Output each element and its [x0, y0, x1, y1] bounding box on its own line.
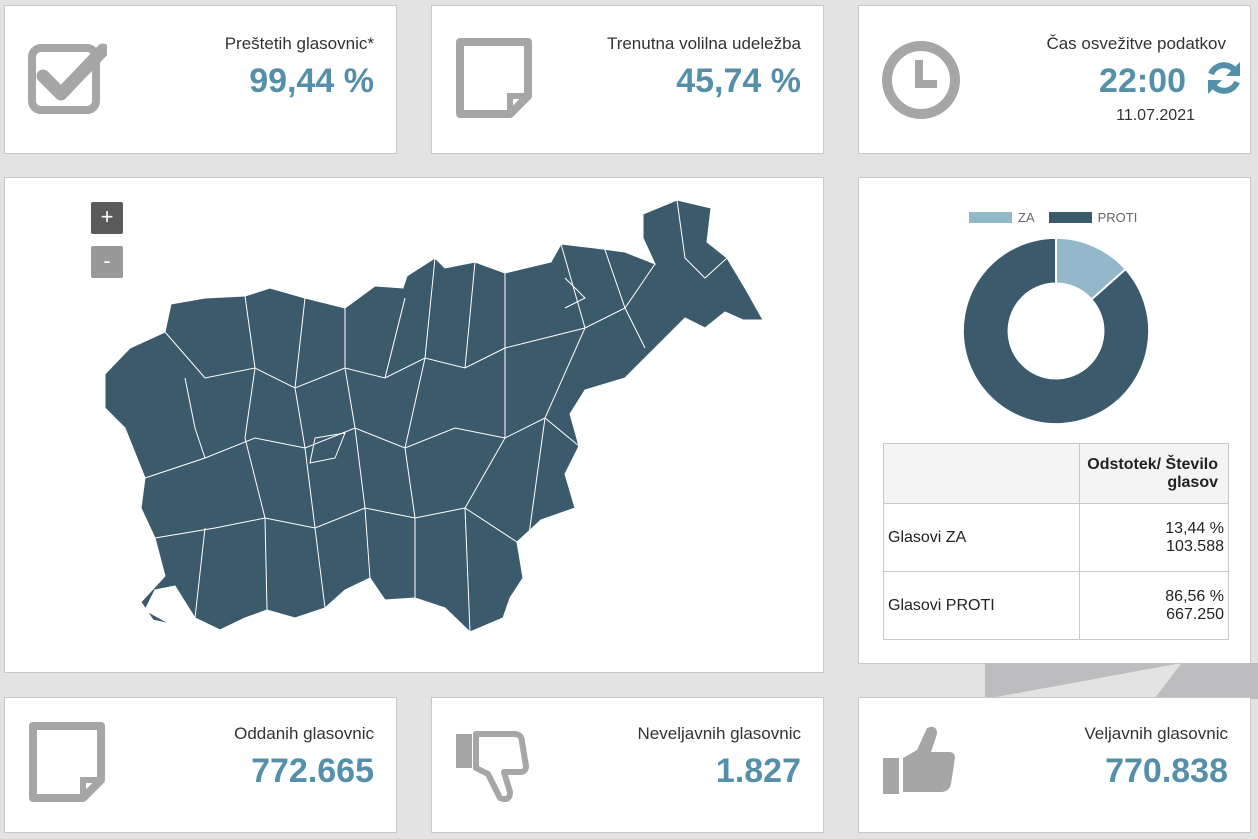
table-row: Glasovi ZA 13,44 % 103.588 [883, 503, 1229, 572]
card-refresh-time: Čas osvežitve podatkov 22:00 11.07.2021 [858, 5, 1251, 154]
municipality-borders [144, 199, 728, 633]
slovenia-municipalities-map[interactable] [5, 178, 825, 674]
legend-swatch-za [969, 212, 1012, 223]
zoom-in-button[interactable]: + [91, 202, 123, 234]
refresh-time: 22:00 [1099, 62, 1186, 100]
legend-label: PROTI [1097, 210, 1138, 225]
card-cast-ballots: Oddanih glasovnic 772.665 [4, 697, 397, 833]
refresh-date: 11.07.2021 [1116, 107, 1195, 124]
card-label: Preštetih glasovnic* [224, 34, 374, 53]
table-header-empty [883, 443, 1080, 504]
results-panel: ZA PROTI Odstotek/ Število glasov Glasov… [858, 177, 1251, 664]
card-counted-ballots: Preštetih glasovnic* 99,44 % [4, 5, 397, 154]
row-label: Glasovi PROTI [883, 571, 1080, 640]
legend-swatch-proti [1048, 212, 1092, 223]
background-decoration [985, 663, 1258, 699]
thumbs-down-icon [456, 731, 529, 802]
card-label: Veljavnih glasovnic [1084, 724, 1228, 743]
document-icon [29, 722, 105, 802]
card-valid-ballots: Veljavnih glasovnic 770.838 [858, 697, 1251, 833]
card-invalid-ballots: Neveljavnih glasovnic 1.827 [431, 697, 824, 833]
checkbox-check-icon [28, 43, 107, 114]
document-icon [456, 38, 532, 118]
map-region[interactable] [104, 199, 764, 633]
card-label: Trenutna volilna udeležba [606, 34, 801, 53]
card-value: 1.827 [715, 752, 801, 790]
chart-legend: ZA PROTI [969, 210, 1137, 225]
map-panel: + - [4, 177, 824, 673]
row-pct: 86,56 % [1165, 587, 1224, 605]
table-header: Odstotek/ Število glasov [1079, 443, 1229, 504]
thumbs-up-icon [883, 726, 955, 794]
row-count: 103.588 [1166, 537, 1224, 555]
refresh-icon[interactable] [1204, 58, 1244, 98]
row-count: 667.250 [1166, 605, 1224, 623]
donut-slice-proti[interactable] [961, 236, 1150, 425]
card-turnout: Trenutna volilna udeležba 45,74 % [431, 5, 824, 154]
legend-label: ZA [1018, 210, 1035, 225]
table-row: Glasovi PROTI 86,56 % 667.250 [883, 571, 1229, 640]
results-table: Odstotek/ Število glasov Glasovi ZA 13,44… [883, 443, 1229, 640]
row-pct: 13,44 % [1165, 519, 1224, 537]
clock-icon [882, 41, 960, 119]
zoom-out-button[interactable]: - [91, 246, 123, 278]
card-label: Neveljavnih glasovnic [637, 724, 801, 743]
card-value: 770.838 [1105, 752, 1228, 790]
row-value: 13,44 % 103.588 [1079, 503, 1229, 572]
card-label: Čas osvežitve podatkov [1046, 34, 1226, 53]
row-value: 86,56 % 667.250 [1079, 571, 1229, 640]
card-value: 99,44 % [249, 62, 374, 100]
row-label: Glasovi ZA [883, 503, 1080, 572]
donut-chart [961, 236, 1150, 425]
card-label: Oddanih glasovnic [234, 724, 374, 743]
card-value: 45,74 % [676, 62, 801, 100]
card-value: 772.665 [251, 752, 374, 790]
